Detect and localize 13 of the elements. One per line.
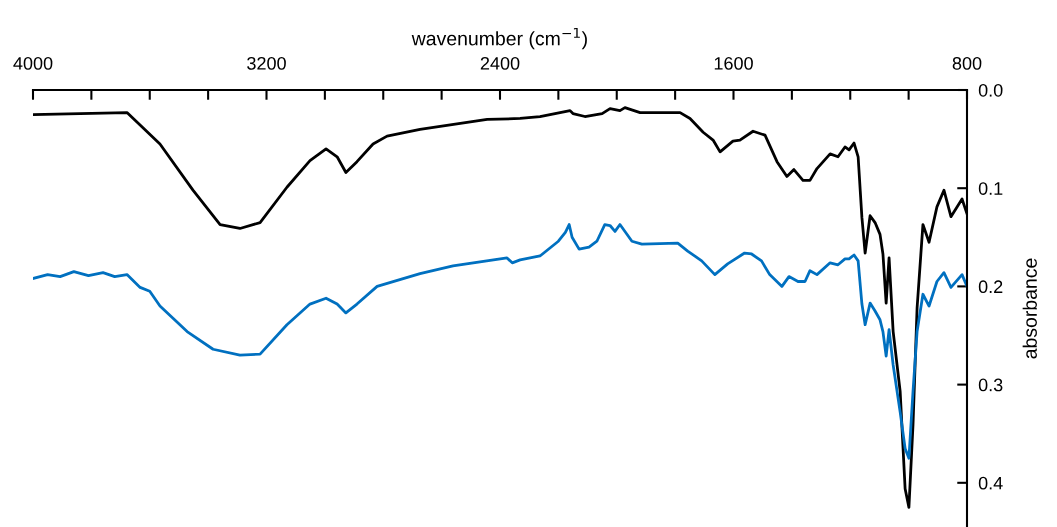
y-tick-label: 0.0 (978, 83, 1003, 97)
x-tick-label: 4000 (13, 56, 53, 70)
y-tick-label: 0.2 (978, 280, 1003, 294)
x-axis-title: wavenumber (cm$^{−1}$) (411, 27, 587, 50)
x-tick-label: 1600 (714, 56, 753, 70)
x-tick-label: 2400 (480, 56, 520, 70)
y-tick-label: 0.1 (978, 182, 1003, 195)
line-series (33, 223, 967, 460)
y-tick-label: 0.4 (978, 476, 1003, 490)
x-tick-label: 800 (952, 56, 982, 70)
y-tick-label: 0.3 (978, 378, 1003, 392)
y-axis-title: absorbance (1022, 258, 1037, 359)
x-tick-label: 3200 (247, 56, 286, 70)
